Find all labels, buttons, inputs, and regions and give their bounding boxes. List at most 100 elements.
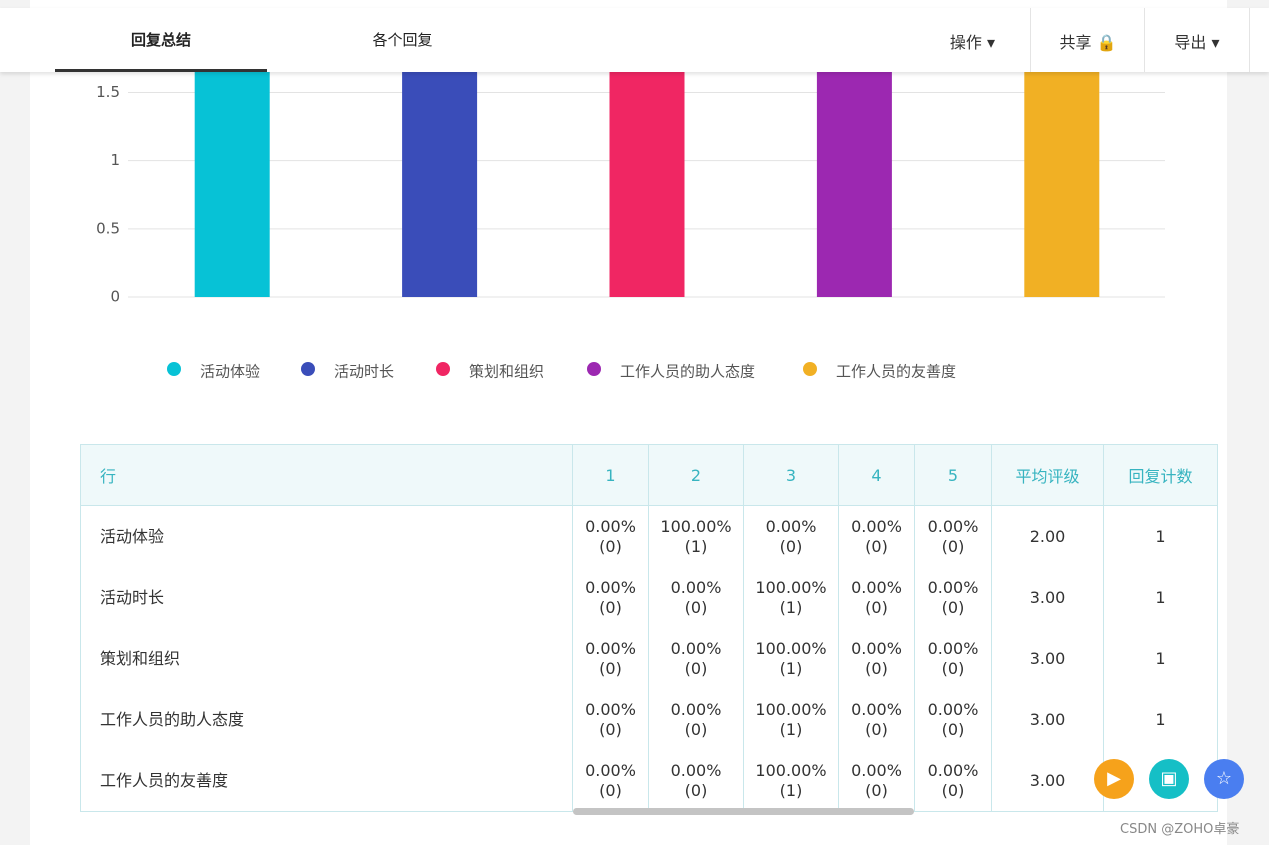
header-text: 1	[605, 465, 616, 485]
cell-content: 0.00% (0)	[574, 517, 648, 557]
label: 操作	[949, 33, 982, 52]
table: 行 1 2 3 4 5 平均评级 回复计数 活动体验 0.00% (0) 100.00% (1) 0.00…	[80, 444, 1218, 812]
header-text: 3	[785, 465, 797, 485]
table-row: 活动体验 0.00% (0) 100.00% (1) 0.00% (0) 0.00% (0) 0.…	[80, 505, 1218, 567]
cell: 0.00% (0)	[648, 689, 744, 750]
cell: 0.00% (0)	[572, 628, 649, 689]
percent: 0.00%	[585, 638, 636, 658]
percent: 0.00%	[851, 516, 902, 536]
legend-marker	[587, 362, 601, 376]
cell-content: 100.00% (1)	[745, 761, 838, 801]
action-button[interactable]: 共享 🔒	[1030, 8, 1145, 72]
cell: 0.00% (0)	[914, 567, 992, 628]
count: (0)	[865, 536, 888, 556]
cell: 0.00% (0)	[648, 567, 744, 628]
action-button[interactable]: 导出 ▾	[1144, 8, 1250, 72]
bar	[609, 72, 685, 297]
action-button[interactable]: 操作 ▾	[949, 33, 996, 52]
count: (0)	[941, 780, 965, 800]
column-header: 4	[838, 444, 915, 506]
percent: 0.00%	[670, 699, 722, 719]
count: (0)	[941, 536, 965, 556]
cell: 0.00% (0)	[838, 628, 915, 689]
cell: 0.00% (0)	[572, 505, 649, 567]
average: 2.00	[991, 505, 1104, 567]
cell-content: 0.00% (0)	[916, 760, 991, 801]
tab[interactable]: 回复总结	[55, 8, 267, 72]
column-header: 回复计数	[1103, 444, 1218, 506]
cell-content: 0.00% (0)	[574, 638, 648, 679]
cell-content: 0.00% (0)	[840, 516, 914, 557]
percent: 0.00%	[851, 760, 902, 780]
cell-content: 0.00% (0)	[650, 699, 743, 740]
watermark: CSDN @ZOHO卓豪	[1120, 822, 1240, 837]
count: (0)	[941, 719, 965, 739]
percent: 0.00%	[927, 516, 979, 536]
legend-label: 活动时长	[334, 363, 394, 381]
cell: 0.00% (0)	[914, 689, 992, 750]
row-label: 活动时长	[80, 567, 573, 628]
label: 共享	[1059, 33, 1092, 52]
legend-marker	[803, 362, 817, 376]
cell-content: 0.00% (0)	[574, 761, 648, 801]
legend-marker	[301, 362, 315, 376]
cell: 0.00% (0)	[838, 750, 915, 812]
cell-content: 0.00% (0)	[840, 760, 914, 801]
cell: 100.00% (1)	[743, 567, 839, 628]
count: (1)	[779, 658, 803, 678]
percent: 100.00%	[755, 577, 827, 597]
count: (0)	[865, 597, 888, 617]
cell: 100.00% (1)	[743, 689, 839, 750]
percent: 0.00%	[585, 699, 636, 719]
header-row: 行 1 2 3 4 5 平均评级 回复计数	[80, 444, 1218, 506]
cell-content: 100.00% (1)	[650, 516, 743, 557]
percent: 0.00%	[585, 577, 636, 597]
cell: 0.00% (0)	[914, 628, 992, 689]
row-label: 工作人员的助人态度	[80, 689, 573, 750]
y-tick-label: 0	[110, 288, 120, 306]
column-header: 5	[914, 444, 992, 506]
count: (0)	[865, 780, 888, 800]
percent: 0.00%	[851, 577, 902, 597]
scrollbar[interactable]	[573, 808, 914, 815]
count: (0)	[865, 719, 888, 739]
play-button[interactable]: ▶	[1094, 759, 1134, 799]
table-row: 活动时长 0.00% (0) 0.00% (0) 100.00% (1) 0.00% (0) 0.…	[80, 567, 1218, 628]
column-header: 1	[572, 444, 649, 506]
legend-label: 工作人员的友善度	[836, 363, 956, 381]
form-button[interactable]: ▣	[1149, 759, 1189, 799]
count: (1)	[684, 536, 708, 556]
header-text: 回复计数	[1128, 467, 1193, 486]
cell-content: 0.00% (0)	[840, 639, 914, 679]
bar	[816, 72, 892, 297]
table-row: 工作人员的友善度 0.00% (0) 0.00% (0) 100.00% (1) 0.00%(…	[80, 750, 1218, 812]
count: (1)	[779, 780, 803, 800]
row-label: 活动体验	[80, 505, 573, 567]
count: (1)	[779, 597, 803, 617]
row-label: 策划和组织	[80, 628, 573, 689]
percent: 100.00%	[660, 516, 732, 536]
cell-content: 0.00% (0)	[650, 639, 743, 679]
percent: 0.00%	[670, 760, 722, 780]
cell: 0.00% (0)	[914, 750, 992, 812]
header-text: 5	[947, 465, 959, 485]
percent: 0.00%	[927, 760, 979, 780]
percent: 100.00%	[755, 699, 827, 719]
average: 3.00	[991, 750, 1104, 812]
count: (0)	[941, 597, 965, 617]
percent: 100.00%	[755, 638, 827, 658]
count: (0)	[599, 536, 622, 556]
tab[interactable]: 各个回复	[372, 31, 433, 49]
cell: 0.00% (0)	[648, 628, 744, 689]
header-text: 行	[100, 467, 117, 486]
count: (0)	[684, 658, 708, 678]
cell-content: 0.00% (0)	[840, 700, 914, 740]
table-row: 策划和组织 0.00% (0) 0.00% (0) 100.00% (1) 0.00% (0) 0…	[80, 628, 1218, 689]
average: 3.00	[991, 628, 1104, 689]
count: (0)	[599, 780, 622, 800]
bar	[194, 72, 270, 297]
star-button[interactable]: ☆	[1204, 759, 1244, 799]
percent: 0.00%	[670, 577, 722, 597]
cell-content: 0.00% (0)	[840, 577, 914, 618]
